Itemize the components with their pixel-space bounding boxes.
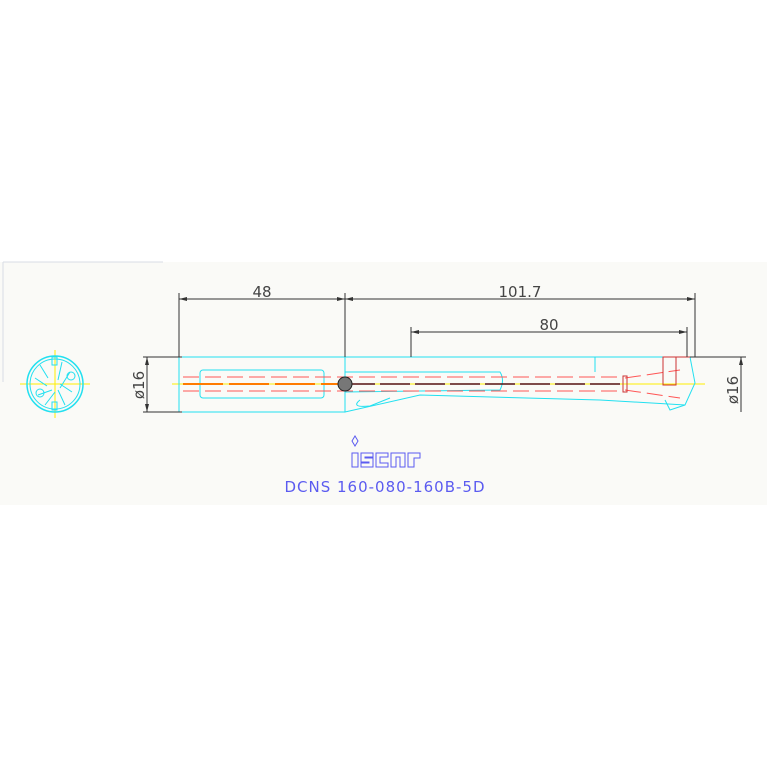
dim-shank-length: 48 xyxy=(252,283,271,301)
dim-flute-length: 80 xyxy=(539,316,558,334)
dimension-lines xyxy=(143,293,746,413)
dim-shank-diameter: ø16 xyxy=(130,371,148,399)
tool-side-view xyxy=(172,356,705,413)
dim-drill-diameter: ø16 xyxy=(724,376,742,404)
hidden-lines xyxy=(183,369,681,399)
gauge-point xyxy=(337,376,353,392)
part-number: DCNS 160-080-160B-5D xyxy=(284,478,485,496)
end-view xyxy=(20,350,90,418)
iscar-logo xyxy=(351,435,421,468)
dim-overall-length: 101.7 xyxy=(499,283,542,301)
